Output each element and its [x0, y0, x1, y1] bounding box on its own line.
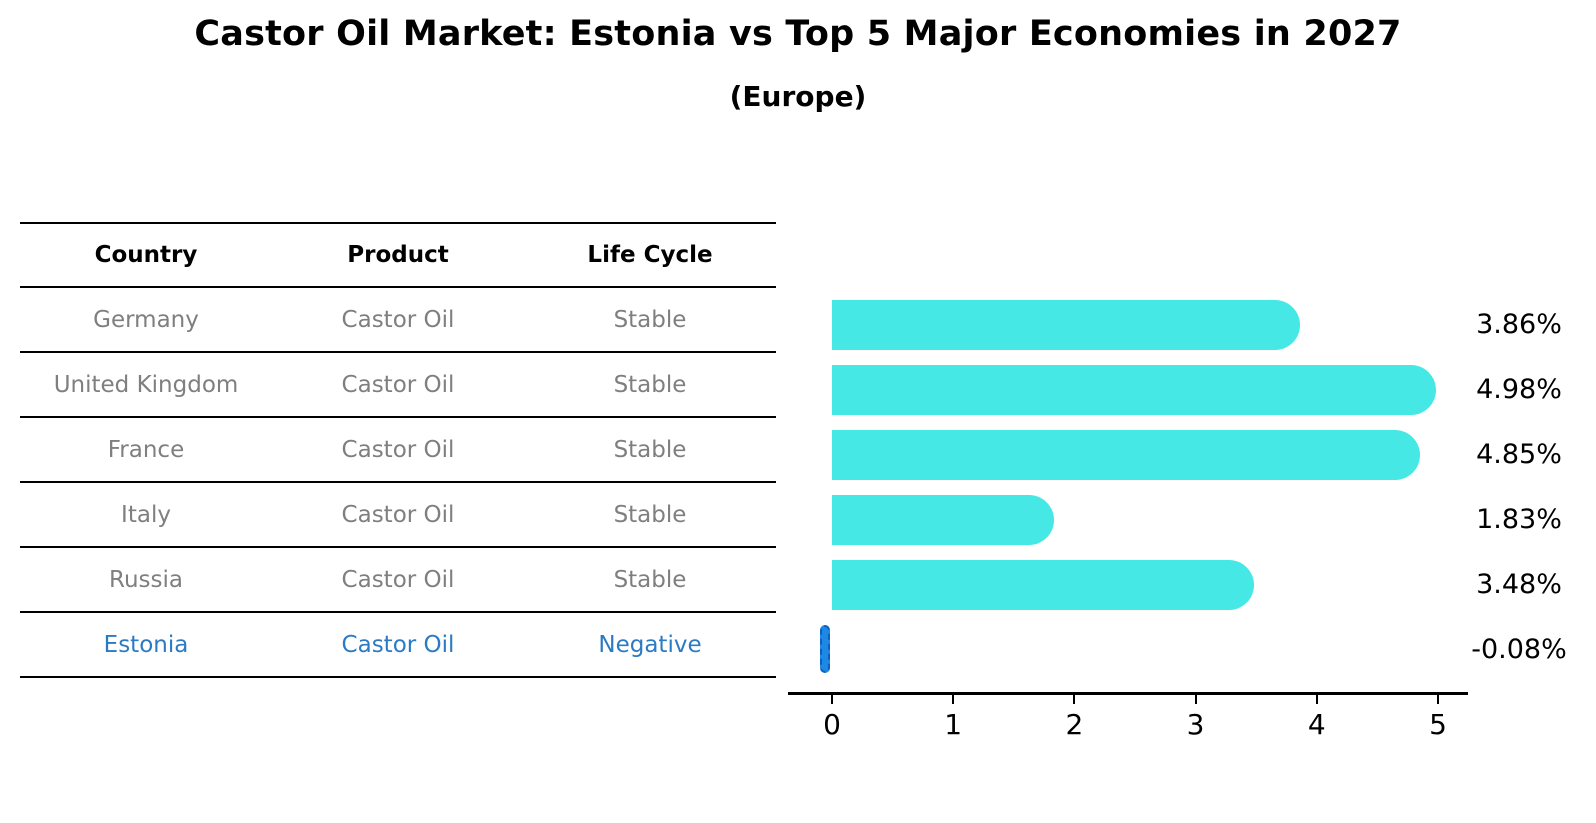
column-header-country: Country [94, 242, 198, 268]
bar-germany [832, 300, 1300, 350]
x-tick-label: 5 [1429, 708, 1447, 741]
product-cell: Castor Oil [341, 631, 455, 658]
page-title: Castor Oil Market: Estonia vs Top 5 Majo… [194, 14, 1402, 54]
product-cell: Castor Oil [341, 566, 455, 593]
country-table: Country Product Life Cycle Germany Castor… [20, 222, 776, 678]
country-cell: France [107, 436, 185, 463]
x-tick [1315, 695, 1318, 704]
page-subtitle: (Europe) [729, 80, 867, 113]
x-tick [831, 695, 833, 704]
lifecycle-cell: Stable [613, 436, 687, 463]
x-tick-label: 1 [944, 708, 963, 741]
bar-value-label: 1.83% [1476, 504, 1562, 535]
table-row: Russia Castor Oil Stable [20, 548, 776, 613]
column-header-lifecycle: Life Cycle [587, 242, 713, 268]
lifecycle-cell: Negative [598, 631, 702, 658]
bar-russia [832, 560, 1254, 610]
table-row: Estonia Castor Oil Negative [20, 613, 776, 678]
country-cell: Germany [93, 306, 199, 333]
country-cell: Russia [109, 566, 183, 593]
x-tick [952, 695, 955, 704]
table-body: Germany Castor Oil Stable United Kingdom Cas… [20, 288, 776, 678]
x-axis-line [788, 692, 1468, 695]
bar-value-label: 4.98% [1476, 374, 1562, 405]
product-cell: Castor Oil [341, 306, 455, 333]
bar-value-label: 3.86% [1476, 309, 1562, 340]
x-tick [1073, 695, 1076, 704]
x-tick [1437, 695, 1439, 704]
bar-italy [832, 495, 1054, 545]
table-header-row: Country Product Life Cycle [20, 222, 776, 288]
country-cell: Italy [121, 501, 171, 528]
table-row: United Kingdom Castor Oil Stable [20, 353, 776, 418]
lifecycle-cell: Stable [613, 501, 687, 528]
product-cell: Castor Oil [341, 501, 455, 528]
bar-chart: 3.86% 4.98% 4.85% 1.83% 3.48% -0.08% 0 1 2 3 4 5 [780, 270, 1596, 770]
x-tick [1194, 695, 1197, 704]
country-cell: Estonia [103, 631, 189, 658]
bar-value-label: 3.48% [1476, 569, 1562, 600]
x-tick-label: 2 [1065, 708, 1084, 741]
x-tick-label: 4 [1307, 708, 1326, 741]
table-row: Germany Castor Oil Stable [20, 288, 776, 353]
x-tick-label: 3 [1186, 708, 1205, 741]
table-row: France Castor Oil Stable [20, 418, 776, 483]
bar-united-kingdom [832, 365, 1436, 415]
country-cell: United Kingdom [53, 371, 239, 398]
bar-value-label: 4.85% [1476, 439, 1562, 470]
bar-estonia [820, 625, 830, 673]
column-header-product: Product [347, 242, 449, 268]
product-cell: Castor Oil [341, 436, 455, 463]
product-cell: Castor Oil [341, 371, 455, 398]
bar-value-label: -0.08% [1471, 634, 1567, 665]
bar-france [832, 430, 1420, 480]
lifecycle-cell: Stable [613, 306, 687, 333]
lifecycle-cell: Stable [613, 371, 687, 398]
x-tick-label: 0 [823, 708, 841, 741]
lifecycle-cell: Stable [613, 566, 687, 593]
table-row: Italy Castor Oil Stable [20, 483, 776, 548]
